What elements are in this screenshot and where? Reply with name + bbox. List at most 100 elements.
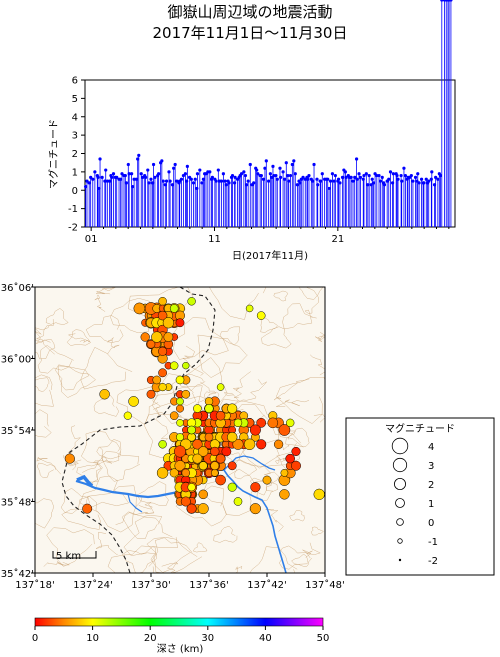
river-branch-2 — [127, 493, 143, 513]
mt-stem-head — [353, 175, 357, 179]
mt-stem-head — [193, 177, 197, 181]
figure-title: 御嶽山周辺域の地震活動 — [167, 3, 332, 21]
epicenter — [162, 317, 175, 329]
mt-stem-head — [338, 181, 342, 185]
epicenter — [192, 453, 203, 464]
mt-stem-head — [270, 175, 274, 179]
epicenter — [180, 496, 191, 507]
contour-line — [249, 546, 298, 573]
mt-stem-head — [252, 181, 256, 185]
mt-stem-head — [387, 177, 391, 181]
colorbar-label: 深さ (km) — [157, 643, 204, 655]
mt-x-tick-label: 11 — [208, 234, 221, 245]
mt-stem-head — [402, 166, 406, 170]
mt-y-axis: -2 -1 0 1 2 3 4 5 6 — [68, 76, 85, 234]
epicenter — [151, 331, 163, 343]
contour-line — [138, 501, 155, 514]
contour-line — [36, 456, 61, 475]
mt-stem-head — [216, 168, 220, 172]
epicenter — [170, 361, 179, 370]
mt-stem-head — [416, 172, 420, 176]
epicenter — [198, 489, 208, 500]
mt-stem-head — [239, 172, 244, 176]
map-x-tick-label: 137˚36' — [189, 579, 229, 591]
map-y-tick-label: 36˚06' — [1, 282, 34, 294]
contour-line — [80, 430, 122, 464]
mt-stem-head — [242, 170, 246, 174]
mt-stem-head — [167, 170, 171, 174]
contour-line — [45, 308, 69, 325]
contour-line — [66, 329, 91, 346]
mt-stem-head — [127, 172, 131, 176]
mt-y-tick-label: 0 — [72, 186, 78, 197]
epicenter — [187, 297, 196, 306]
mt-stem-head — [173, 162, 177, 167]
mt-stem-head — [328, 179, 333, 183]
epicenter — [128, 396, 139, 407]
mt-stem-head — [343, 170, 347, 174]
contour-line — [95, 287, 117, 295]
mt-stem-head — [151, 162, 156, 167]
epicenter — [227, 461, 237, 471]
mt-stem-head — [364, 172, 368, 176]
contour-line — [60, 487, 90, 514]
mt-stem-head — [332, 179, 336, 183]
epicenter — [210, 446, 220, 457]
epicenter — [152, 375, 162, 385]
mt-stem-head — [357, 172, 361, 176]
mt-stem-head — [367, 173, 371, 178]
mt-stem-head — [438, 173, 443, 178]
mt-stem-head — [185, 164, 189, 168]
mt-stem-head — [115, 175, 119, 179]
epicenter — [204, 432, 214, 442]
mt-stem-head — [278, 166, 282, 170]
mt-stem-head — [175, 179, 179, 183]
mt-stem-head — [424, 177, 428, 181]
epicenter — [198, 461, 208, 471]
mt-stem-head — [340, 175, 345, 179]
scale-bar-line — [52, 551, 97, 559]
mt-stem-head — [279, 175, 283, 179]
lake-shape — [76, 474, 94, 488]
mt-stem-head — [327, 186, 331, 191]
mt-stem-head — [201, 177, 205, 181]
map-y-tick-label: 35˚54' — [1, 425, 34, 437]
mt-stem-head — [126, 162, 130, 167]
mt-stem-head — [413, 175, 418, 179]
mt-stem-head — [214, 179, 218, 183]
epicenter — [181, 468, 191, 478]
colorbar-ticks: 0 10 20 30 40 50 — [32, 626, 329, 644]
mt-stem-head — [275, 177, 279, 181]
contour-line — [79, 475, 130, 508]
epicenter — [169, 411, 179, 421]
contour-line — [85, 315, 124, 343]
mt-stem-head — [246, 179, 250, 183]
epicenter — [215, 474, 226, 486]
mt-stem-head — [123, 173, 127, 178]
mt-stem-head — [419, 177, 424, 181]
mt-stem-head — [305, 177, 310, 181]
contour-line — [35, 409, 52, 438]
epicenter — [249, 503, 261, 515]
mt-stem-head — [417, 181, 421, 185]
epicenter — [175, 375, 185, 385]
mt-stem-head — [307, 173, 311, 178]
map-x-tick-label: 137˚42' — [247, 579, 287, 591]
scale-bar-label: 5 km — [56, 551, 81, 562]
epicenter — [186, 503, 197, 514]
legend-label: -1 — [428, 537, 438, 548]
mt-stem-head — [179, 177, 184, 181]
epicenter — [256, 417, 267, 428]
mt-stem-head — [434, 175, 438, 179]
mt-stem-head — [132, 177, 136, 181]
mt-stem-head — [219, 179, 224, 183]
epicenter — [181, 389, 191, 399]
epicenter — [216, 383, 225, 391]
contour-line — [315, 331, 325, 342]
mt-stem-head — [160, 159, 164, 163]
mt-stem-head — [411, 179, 415, 183]
mt-stem-head — [107, 179, 112, 183]
legend-symbol — [391, 437, 409, 455]
epicenter — [215, 453, 226, 464]
mt-stem-head — [259, 173, 263, 178]
